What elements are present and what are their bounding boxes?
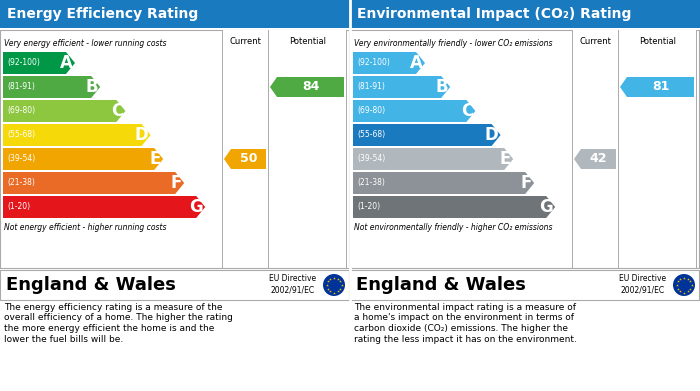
Polygon shape <box>270 77 344 97</box>
Polygon shape <box>353 148 513 170</box>
Text: (69-80): (69-80) <box>357 106 385 115</box>
Text: (39-54): (39-54) <box>7 154 35 163</box>
Polygon shape <box>3 100 125 122</box>
Polygon shape <box>353 76 450 98</box>
Bar <box>0 30 349 268</box>
Text: overall efficiency of a home. The higher the rating: overall efficiency of a home. The higher… <box>4 314 233 323</box>
Text: (1-20): (1-20) <box>7 203 30 212</box>
Text: Potential: Potential <box>289 36 326 45</box>
Polygon shape <box>3 76 100 98</box>
Text: A: A <box>60 54 73 72</box>
Polygon shape <box>574 149 616 169</box>
Text: Energy Efficiency Rating: Energy Efficiency Rating <box>7 7 198 21</box>
Text: The energy efficiency rating is a measure of the: The energy efficiency rating is a measur… <box>4 303 223 312</box>
Text: (21-38): (21-38) <box>7 179 35 188</box>
Text: Current: Current <box>579 36 611 45</box>
Text: E: E <box>500 150 511 168</box>
Text: (55-68): (55-68) <box>7 131 35 140</box>
Bar <box>222 30 347 52</box>
Text: the more energy efficient the home is and the: the more energy efficient the home is an… <box>4 324 214 333</box>
Polygon shape <box>353 196 555 218</box>
Bar <box>350 270 699 300</box>
Text: a home's impact on the environment in terms of: a home's impact on the environment in te… <box>354 314 574 323</box>
Text: C: C <box>111 102 123 120</box>
Circle shape <box>673 274 695 296</box>
Text: England & Wales: England & Wales <box>356 276 526 294</box>
Polygon shape <box>224 149 266 169</box>
Polygon shape <box>353 172 534 194</box>
Text: Environmental Impact (CO₂) Rating: Environmental Impact (CO₂) Rating <box>357 7 631 21</box>
Text: Very energy efficient - lower running costs: Very energy efficient - lower running co… <box>4 38 167 47</box>
Text: (21-38): (21-38) <box>357 179 385 188</box>
Text: C: C <box>461 102 473 120</box>
Bar <box>0 270 349 300</box>
Circle shape <box>323 274 345 296</box>
Text: D: D <box>485 126 498 144</box>
Text: carbon dioxide (CO₂) emissions. The higher the: carbon dioxide (CO₂) emissions. The high… <box>354 324 568 333</box>
Text: Current: Current <box>229 36 261 45</box>
Text: (81-91): (81-91) <box>7 83 35 91</box>
Text: B: B <box>85 78 98 96</box>
Text: (92-100): (92-100) <box>7 59 40 68</box>
Text: Very environmentally friendly - lower CO₂ emissions: Very environmentally friendly - lower CO… <box>354 38 552 47</box>
Text: England & Wales: England & Wales <box>6 276 176 294</box>
Text: (1-20): (1-20) <box>357 203 380 212</box>
Text: 81: 81 <box>652 81 669 93</box>
Text: D: D <box>135 126 148 144</box>
Polygon shape <box>353 52 425 74</box>
Text: G: G <box>540 198 553 216</box>
Text: E: E <box>150 150 161 168</box>
Text: EU Directive
2002/91/EC: EU Directive 2002/91/EC <box>619 274 666 294</box>
Bar <box>350 0 700 28</box>
Text: (69-80): (69-80) <box>7 106 35 115</box>
Text: G: G <box>190 198 203 216</box>
Text: F: F <box>521 174 532 192</box>
Text: Not environmentally friendly - higher CO₂ emissions: Not environmentally friendly - higher CO… <box>354 223 552 232</box>
Polygon shape <box>620 77 694 97</box>
Text: lower the fuel bills will be.: lower the fuel bills will be. <box>4 334 123 344</box>
Text: 50: 50 <box>239 152 258 165</box>
Bar <box>572 30 697 52</box>
Text: (81-91): (81-91) <box>357 83 385 91</box>
Text: (55-68): (55-68) <box>357 131 385 140</box>
Text: Not energy efficient - higher running costs: Not energy efficient - higher running co… <box>4 223 167 232</box>
Polygon shape <box>3 124 150 146</box>
Polygon shape <box>353 124 500 146</box>
Text: 84: 84 <box>302 81 319 93</box>
Bar <box>0 0 350 28</box>
Text: (39-54): (39-54) <box>357 154 385 163</box>
Text: The environmental impact rating is a measure of: The environmental impact rating is a mea… <box>354 303 576 312</box>
Text: B: B <box>435 78 448 96</box>
Polygon shape <box>3 172 184 194</box>
Text: EU Directive
2002/91/EC: EU Directive 2002/91/EC <box>269 274 316 294</box>
Text: (92-100): (92-100) <box>357 59 390 68</box>
Text: F: F <box>171 174 182 192</box>
Polygon shape <box>353 100 475 122</box>
Polygon shape <box>3 52 75 74</box>
Text: Potential: Potential <box>639 36 676 45</box>
Text: rating the less impact it has on the environment.: rating the less impact it has on the env… <box>354 334 577 344</box>
Polygon shape <box>3 148 163 170</box>
Bar <box>350 30 699 268</box>
Text: 42: 42 <box>589 152 608 165</box>
Text: A: A <box>410 54 423 72</box>
Polygon shape <box>3 196 205 218</box>
